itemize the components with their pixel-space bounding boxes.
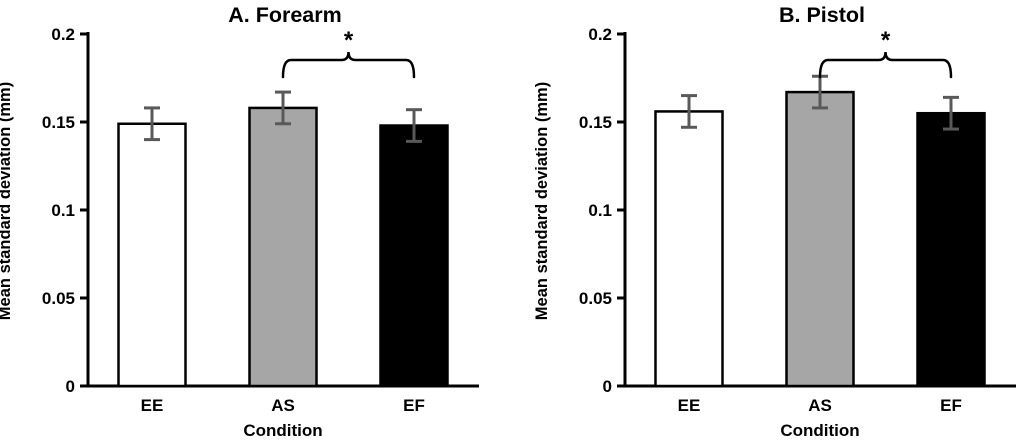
panel-a-forearm-significance-bracket (281, 51, 416, 79)
panel-b-pistol-bar-ee (654, 110, 724, 388)
panel-b-pistol-x-axis-label: Condition (780, 421, 859, 440)
panel-b-pistol-y-tick-label-0.05: 0.05 (579, 289, 612, 308)
panel-a-forearm-bar-ef (379, 124, 449, 388)
panel-b-pistol: B. Pistol Mean standard deviation (mm) 0 0.… (533, 3, 1016, 440)
panel-a-forearm-category-label-ee: EE (141, 396, 164, 415)
panel-a-forearm-y-axis-label: Mean standard deviation (mm) (0, 82, 14, 320)
panel-a-forearm-y-tick-label-0.05: 0.05 (42, 289, 75, 308)
panel-b-pistol-bar-ef (916, 111, 986, 388)
panel-b-pistol-significance-star: * (881, 27, 891, 54)
panel-a-forearm-y-tick-label-0.1: 0.1 (51, 201, 75, 220)
panel-a-forearm-bar-as (248, 106, 318, 388)
panel-b-pistol-y-tick-label-0.15: 0.15 (579, 113, 612, 132)
panel-b-pistol-y-tick-label-0: 0 (603, 377, 612, 396)
panel-b-pistol-error-bar-ef (943, 95, 959, 131)
panel-a-forearm-error-bar-ee (144, 106, 160, 142)
panel-b-pistol-y-tick-label-0.1: 0.1 (588, 201, 612, 220)
panel-a-forearm-y-tick-label-0.15: 0.15 (42, 113, 75, 132)
panel-a-forearm-y-tick-label-0: 0 (66, 377, 75, 396)
panel-b-pistol-category-label-ee: EE (678, 396, 701, 415)
panel-a-forearm-significance-star: * (344, 27, 354, 54)
panel-a-forearm-x-axis-label: Condition (243, 421, 322, 440)
panel-a-forearm-bar-ee (117, 122, 187, 388)
panel-a-forearm-y-tick-label-0.2: 0.2 (51, 25, 75, 44)
panel-b-pistol-significance-bracket (818, 51, 953, 79)
panel-b-pistol-category-label-ef: EF (940, 396, 962, 415)
panel-a-forearm-category-label-as: AS (271, 396, 295, 415)
panel-a-forearm-category-label-ef: EF (403, 396, 425, 415)
panel-a-forearm-title: A. Forearm (228, 3, 342, 27)
panel-a-forearm-error-bar-ef (406, 108, 422, 143)
panel-b-pistol-y-tick-label-0.2: 0.2 (588, 25, 612, 44)
panel-b-pistol-title: B. Pistol (779, 3, 865, 27)
panel-b-pistol-bar-as (785, 90, 855, 388)
panel-b-pistol-error-bar-ee (681, 94, 697, 129)
panel-a-forearm: A. Forearm Mean standard deviation (mm) 0 0… (0, 3, 479, 440)
panel-a-forearm-error-bar-as (275, 90, 291, 126)
panel-b-pistol-y-axis-label: Mean standard deviation (mm) (533, 82, 551, 320)
panel-b-pistol-category-label-as: AS (808, 396, 832, 415)
